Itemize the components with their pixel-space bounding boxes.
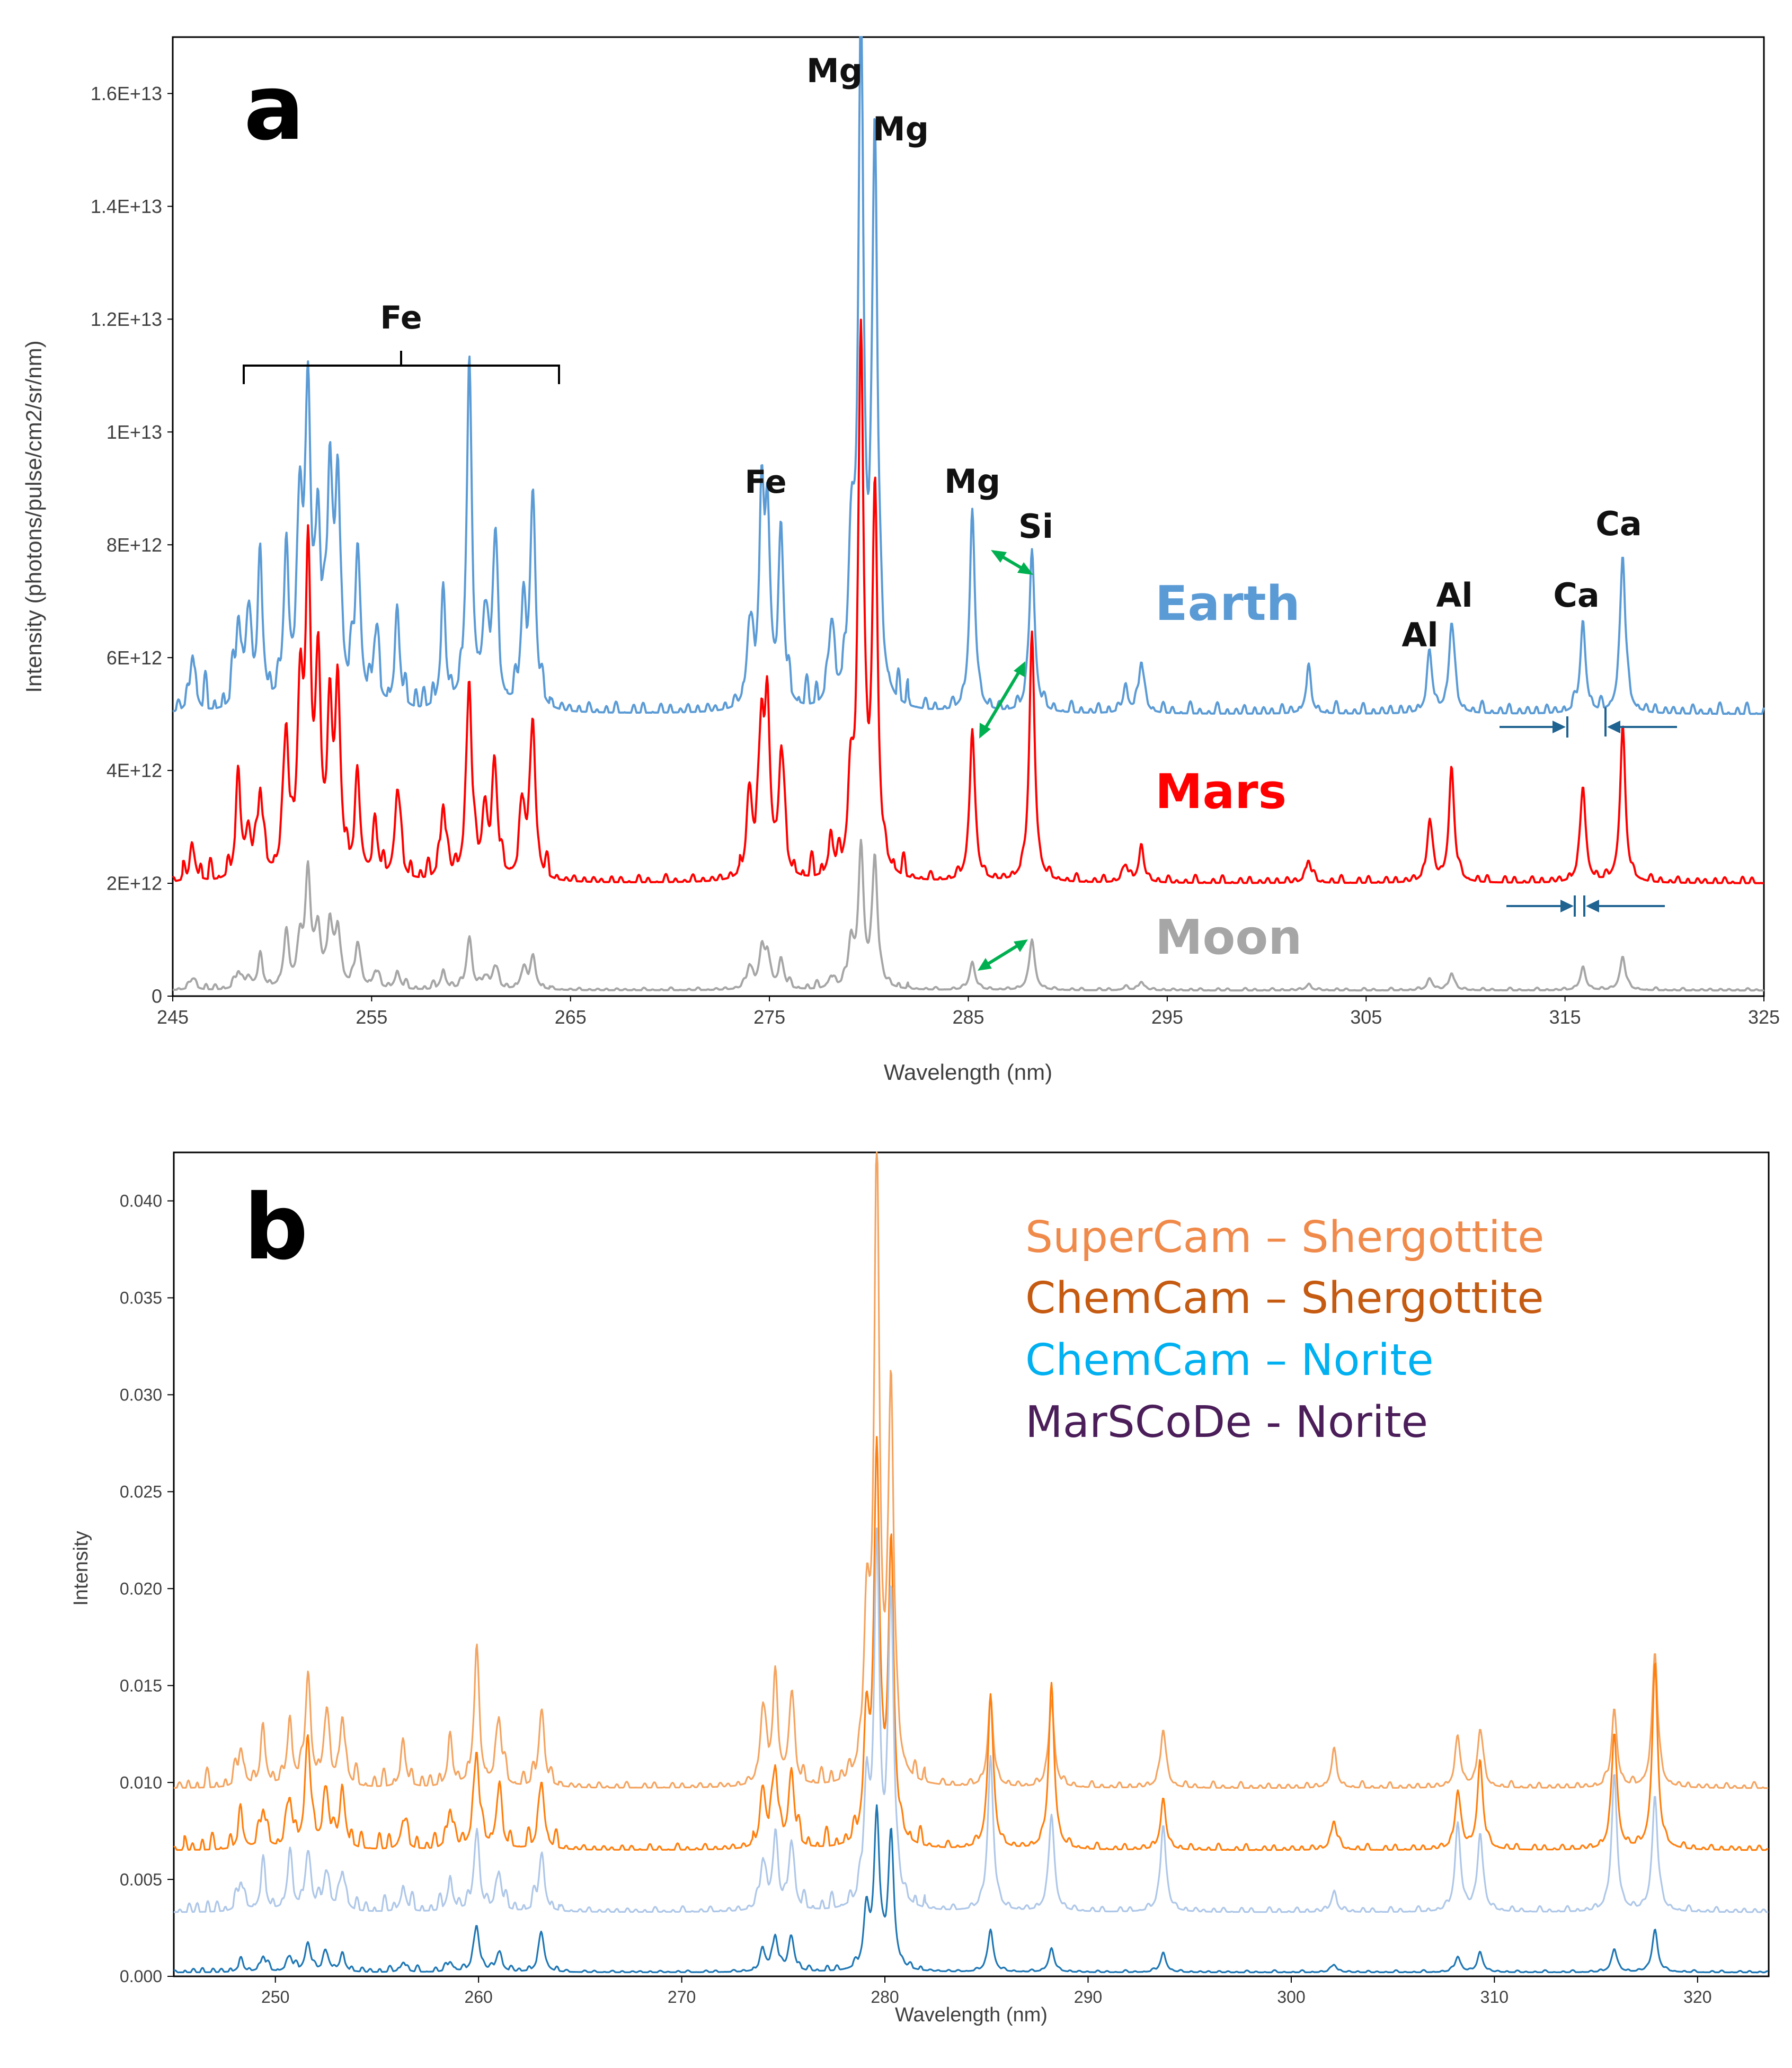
legend-supercam-shergottite: SuperCam – Shergottite	[1025, 1212, 1544, 1263]
y-tick-label: 0.005	[120, 1870, 162, 1889]
x-tick-label: 300	[1277, 1987, 1305, 2007]
plot-frame-a	[172, 36, 1765, 997]
y-tick-label: 0	[152, 986, 162, 1007]
x-tick-label: 310	[1480, 1987, 1509, 2007]
green-arrowheads	[978, 550, 1033, 971]
x-tick-label: 290	[1074, 1987, 1102, 2007]
y-tick-label: 8E+12	[107, 534, 162, 556]
x-tick-label: 270	[668, 1987, 696, 2007]
y-tick-label: 0.035	[120, 1289, 162, 1308]
y-tick-label: 0.020	[120, 1579, 162, 1598]
x-axis-title-b: Wavelength (nm)	[895, 2004, 1048, 2026]
chart-b: 250 260 270 280 290 300 310 320 0.000 0.005 0.010 0…	[70, 1151, 1770, 2026]
x-tick-label: 295	[1151, 1006, 1183, 1028]
label-mg-279: Mg	[806, 51, 863, 90]
y-tick-label: 0.015	[120, 1676, 162, 1695]
y-tick-label: 1.2E+13	[91, 308, 162, 330]
panel-letter-b: b	[244, 1175, 308, 1280]
panel-letter-a: a	[244, 56, 305, 161]
series-line-3	[172, 839, 1764, 992]
series-line-2	[172, 318, 1764, 884]
x-tick-label: 260	[464, 1987, 492, 2007]
blue-arrowhead	[1553, 721, 1566, 733]
y-tick-label: 1.6E+13	[91, 83, 162, 104]
label-mars: Mars	[1155, 764, 1287, 820]
x-tick-label: 245	[157, 1006, 189, 1028]
y-tick-label: 0.010	[120, 1773, 162, 1792]
label-al-308: Al	[1401, 616, 1438, 654]
axes-b: 250 260 270 280 290 300 310 320 0.000 0.005 0.010 0…	[120, 1192, 1712, 2007]
green-arrow-moon	[982, 942, 1023, 969]
blue-arrowheads	[1553, 721, 1620, 912]
y-tick-label: 4E+12	[107, 760, 162, 782]
y-axis-title-a: Intensity (photons/pulse/cm2/sr/nm)	[21, 340, 46, 693]
label-earth: Earth	[1155, 576, 1300, 632]
x-tick-label: 265	[555, 1006, 587, 1028]
series-group-a	[172, 36, 1765, 992]
series-line-1	[172, 36, 1765, 715]
x-tick-label: 315	[1549, 1006, 1581, 1028]
green-arrowhead	[991, 550, 1007, 563]
x-tick-label: 320	[1683, 1987, 1711, 2007]
label-fe-bracket: Fe	[380, 299, 422, 336]
legend-chemcam-norite: ChemCam – Norite	[1025, 1335, 1434, 1386]
green-arrowhead	[1014, 939, 1028, 952]
legend-chemcam-shergottite: ChemCam – Shergottite	[1025, 1273, 1544, 1324]
label-moon: Moon	[1155, 910, 1302, 965]
plot-frame-b	[173, 1151, 1770, 1977]
legend-marscode-norite: MarSCoDe - Norite	[1025, 1397, 1428, 1448]
label-mg-285: Mg	[944, 462, 1000, 501]
series-line-1	[173, 1151, 1769, 1789]
green-arrowhead	[978, 958, 992, 971]
green-arrows	[981, 552, 1028, 969]
series-line-3	[173, 1527, 1769, 1913]
y-tick-label: 0.025	[120, 1482, 162, 1501]
fe-bracket	[243, 351, 560, 384]
y-tick-label: 6E+12	[107, 647, 162, 669]
y-tick-label: 0.040	[120, 1192, 162, 1211]
y-tick-label: 1.4E+13	[91, 196, 162, 217]
label-si-288: Si	[1018, 507, 1053, 546]
x-axis-title-a: Wavelength (nm)	[884, 1060, 1052, 1085]
blue-arrowhead	[1560, 900, 1574, 912]
series-line-2	[173, 1436, 1769, 1851]
axes-a: 245 255 265 275 285 295 305 315 325 0 2E+12 4E+12 6E…	[91, 83, 1780, 1028]
y-tick-label: 1E+13	[107, 421, 162, 443]
y-tick-label: 0.000	[120, 1967, 162, 1986]
label-mg-280: Mg	[873, 110, 929, 148]
green-arrowhead	[1017, 562, 1033, 575]
blue-arrowhead	[1607, 721, 1620, 733]
x-tick-label: 255	[356, 1006, 387, 1028]
chart-a: 245 255 265 275 285 295 305 315 325 0 2E+12 4E+12 6E…	[21, 36, 1780, 1085]
label-ca-318: Ca	[1595, 504, 1642, 543]
y-tick-label: 2E+12	[107, 873, 162, 894]
x-tick-label: 280	[871, 1987, 899, 2007]
green-arrowhead	[1014, 661, 1025, 677]
series-group-b	[173, 1151, 1769, 1974]
series-line-4	[173, 1804, 1769, 1974]
label-ca-316: Ca	[1553, 576, 1599, 615]
x-tick-label: 305	[1350, 1006, 1382, 1028]
x-tick-label: 325	[1748, 1006, 1780, 1028]
x-tick-label: 250	[261, 1987, 289, 2007]
green-arrow-mars	[981, 667, 1023, 733]
x-tick-label: 275	[753, 1006, 785, 1028]
y-axis-title-b: Intensity	[70, 1531, 92, 1606]
green-arrowhead	[979, 723, 991, 739]
label-fe-275: Fe	[744, 464, 786, 501]
x-tick-label: 285	[952, 1006, 984, 1028]
label-al-309: Al	[1436, 576, 1472, 615]
y-tick-label: 0.030	[120, 1386, 162, 1405]
blue-arrowhead	[1586, 900, 1599, 912]
blue-arrows	[1500, 707, 1677, 917]
